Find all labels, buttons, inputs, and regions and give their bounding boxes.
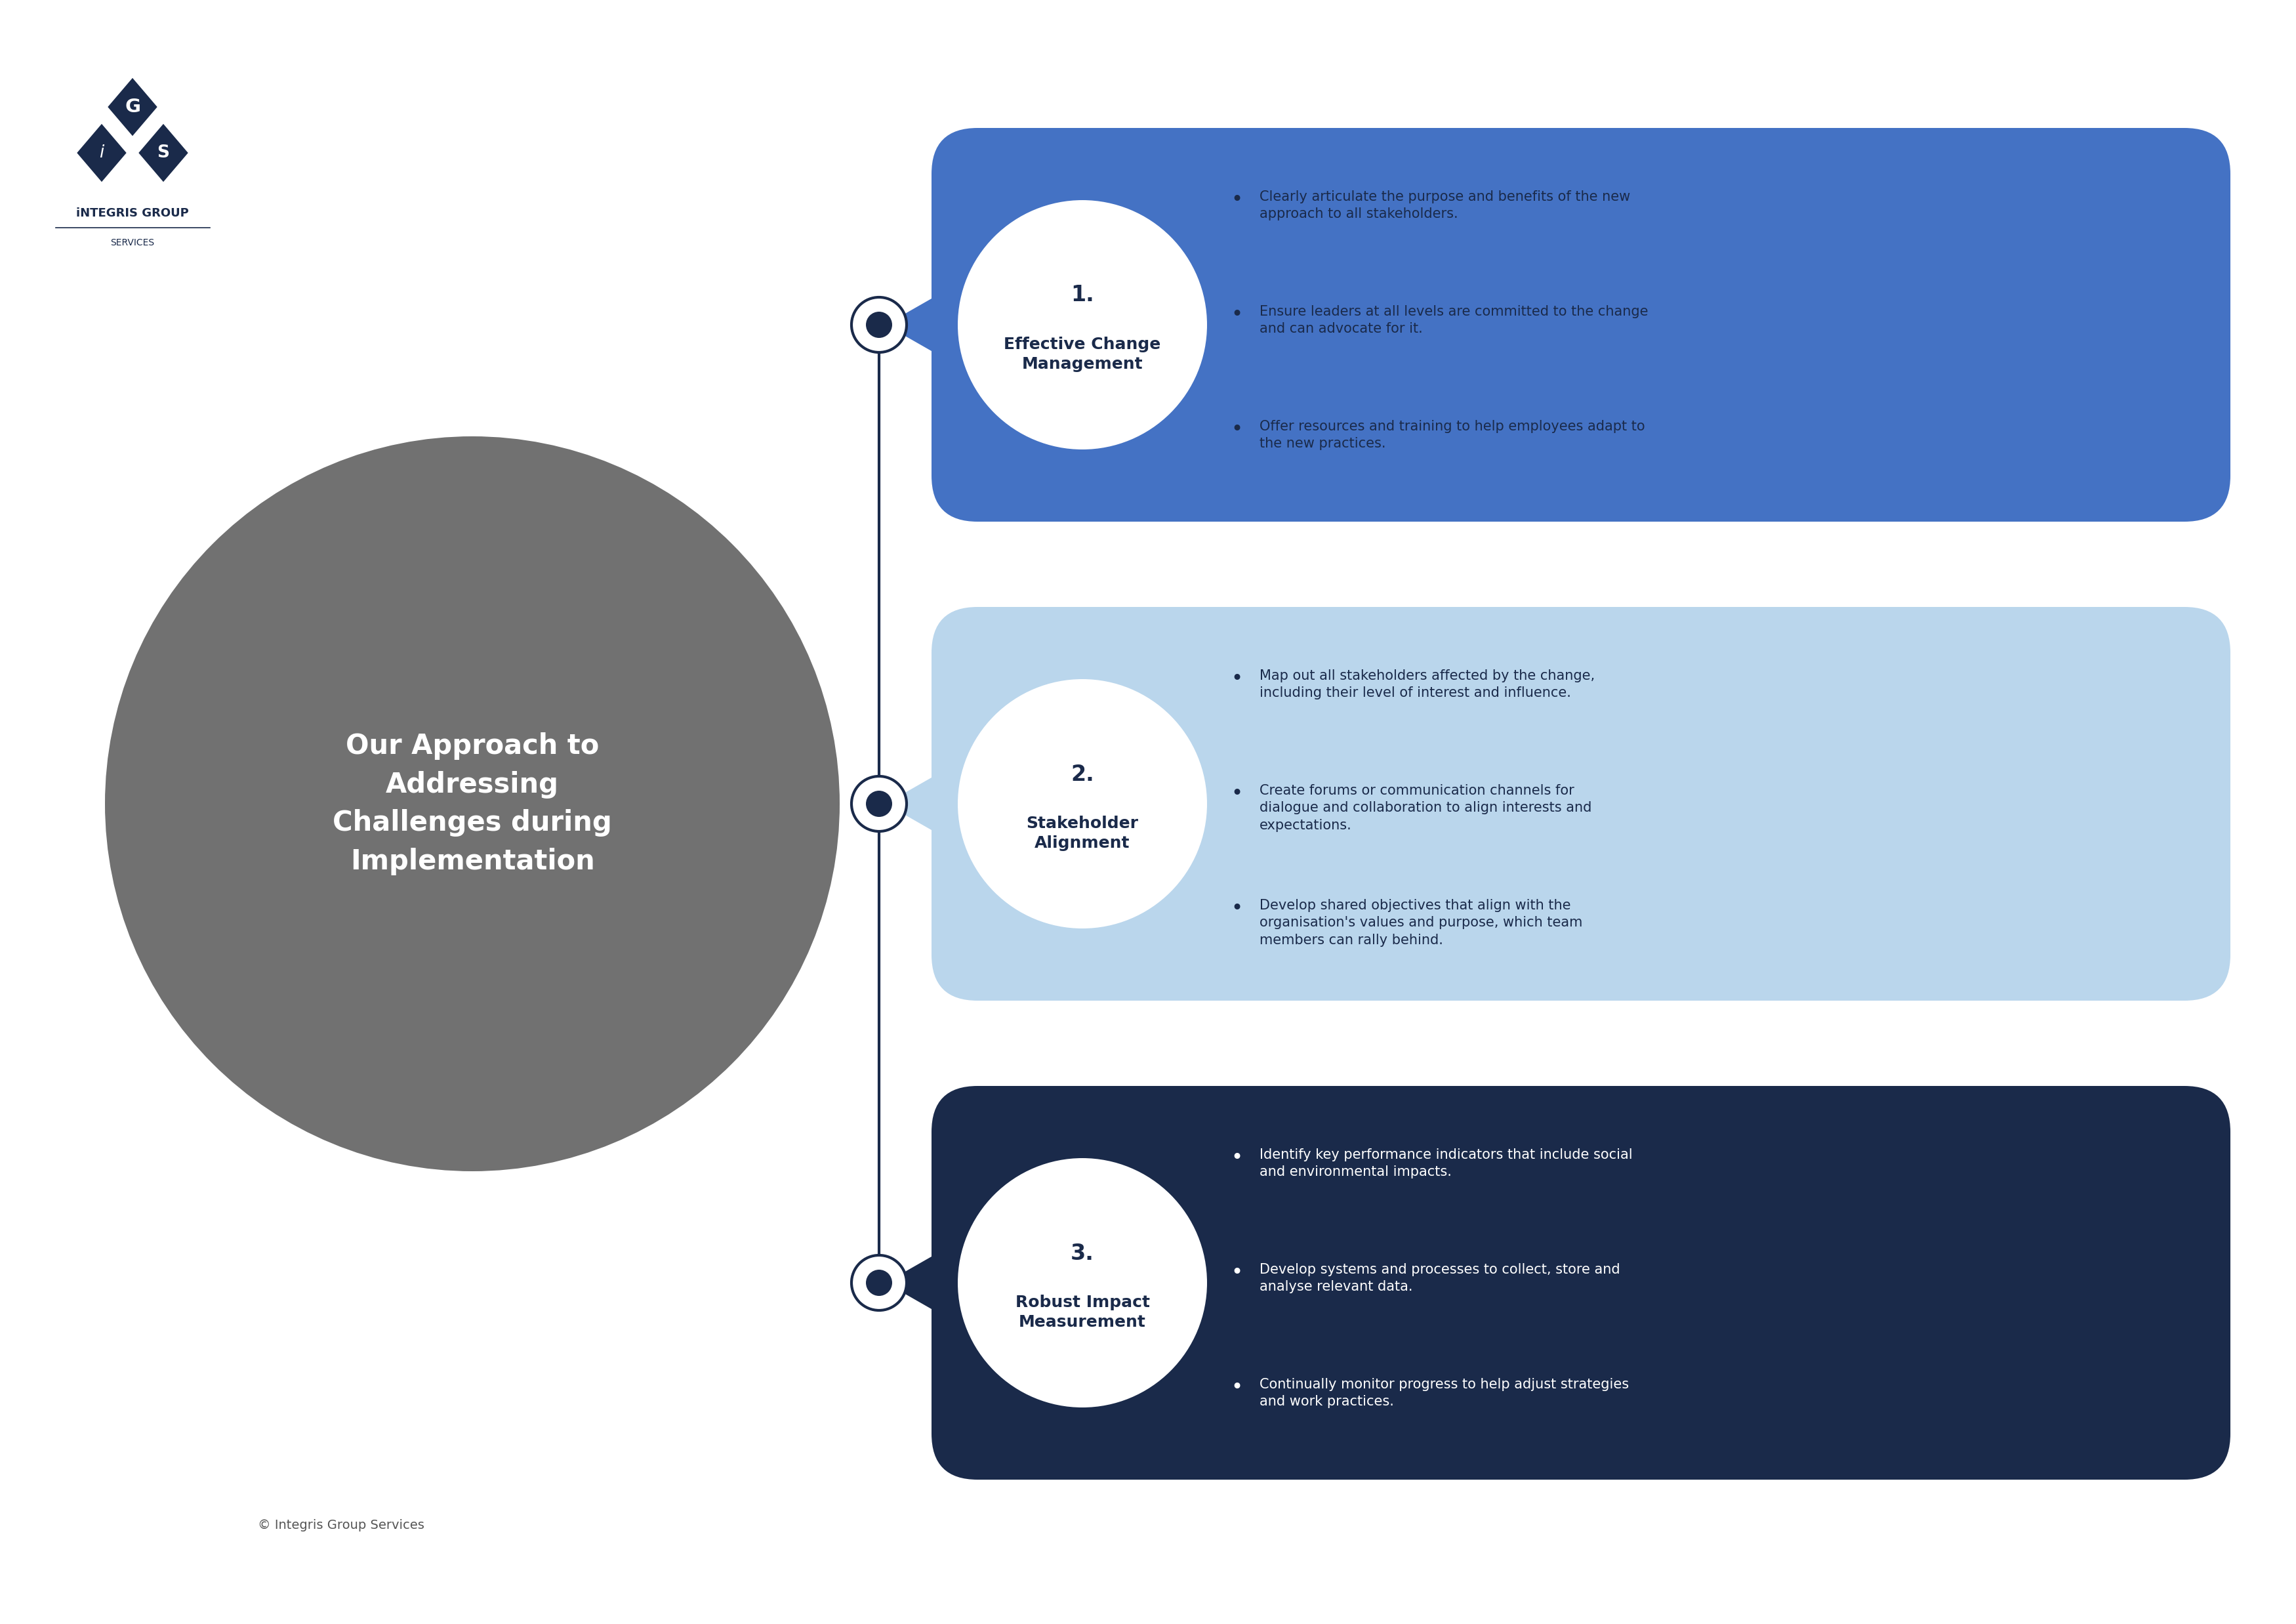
Text: S: S [156, 145, 170, 161]
Text: i: i [99, 145, 103, 161]
Circle shape [957, 679, 1208, 929]
Text: Offer resources and training to help employees adapt to
the new practices.: Offer resources and training to help emp… [1261, 421, 1644, 450]
Text: 1.: 1. [1070, 284, 1095, 305]
FancyBboxPatch shape [932, 128, 2229, 521]
Text: SERVICES: SERVICES [110, 239, 154, 247]
Text: Effective Change
Management: Effective Change Management [1003, 336, 1162, 372]
Text: •: • [1231, 305, 1242, 325]
Text: Clearly articulate the purpose and benefits of the new
approach to all stakehold: Clearly articulate the purpose and benef… [1261, 190, 1630, 221]
Text: Develop shared objectives that align with the
organisation's values and purpose,: Develop shared objectives that align wit… [1261, 900, 1582, 947]
Text: Create forums or communication channels for
dialogue and collaboration to align : Create forums or communication channels … [1261, 784, 1591, 831]
Polygon shape [886, 778, 932, 830]
Text: Map out all stakeholders affected by the change,
including their level of intere: Map out all stakeholders affected by the… [1261, 669, 1596, 700]
Text: •: • [1231, 1377, 1242, 1397]
Text: •: • [1231, 190, 1242, 209]
Text: 3.: 3. [1070, 1242, 1095, 1263]
Text: Ensure leaders at all levels are committed to the change
and can advocate for it: Ensure leaders at all levels are committ… [1261, 305, 1649, 336]
FancyBboxPatch shape [932, 1086, 2229, 1479]
Circle shape [852, 297, 907, 352]
FancyBboxPatch shape [932, 607, 2229, 1000]
Text: •: • [1231, 669, 1242, 689]
Circle shape [866, 791, 893, 817]
Text: Develop systems and processes to collect, store and
analyse relevant data.: Develop systems and processes to collect… [1261, 1263, 1621, 1294]
Circle shape [852, 1255, 907, 1311]
Circle shape [106, 437, 840, 1171]
Text: © Integris Group Services: © Integris Group Services [257, 1520, 425, 1531]
Text: Continually monitor progress to help adjust strategies
and work practices.: Continually monitor progress to help adj… [1261, 1377, 1628, 1408]
Text: •: • [1231, 421, 1242, 438]
Circle shape [957, 1158, 1208, 1408]
Text: 2.: 2. [1070, 763, 1095, 784]
Polygon shape [108, 78, 156, 136]
Text: G: G [124, 97, 140, 117]
Text: •: • [1231, 1148, 1242, 1168]
Circle shape [957, 200, 1208, 450]
Text: Our Approach to
Addressing
Challenges during
Implementation: Our Approach to Addressing Challenges du… [333, 732, 613, 875]
Polygon shape [138, 123, 188, 182]
Text: iNTEGRIS GROUP: iNTEGRIS GROUP [76, 208, 188, 219]
Text: Identify key performance indicators that include social
and environmental impact: Identify key performance indicators that… [1261, 1148, 1632, 1179]
Circle shape [866, 312, 893, 338]
Text: •: • [1231, 1263, 1242, 1281]
Polygon shape [78, 123, 126, 182]
Circle shape [866, 1270, 893, 1296]
Text: •: • [1231, 784, 1242, 804]
Polygon shape [886, 1257, 932, 1309]
Text: Robust Impact
Measurement: Robust Impact Measurement [1015, 1294, 1150, 1330]
Text: Stakeholder
Alignment: Stakeholder Alignment [1026, 815, 1139, 851]
Circle shape [852, 776, 907, 831]
Polygon shape [886, 299, 932, 351]
Text: •: • [1231, 900, 1242, 918]
